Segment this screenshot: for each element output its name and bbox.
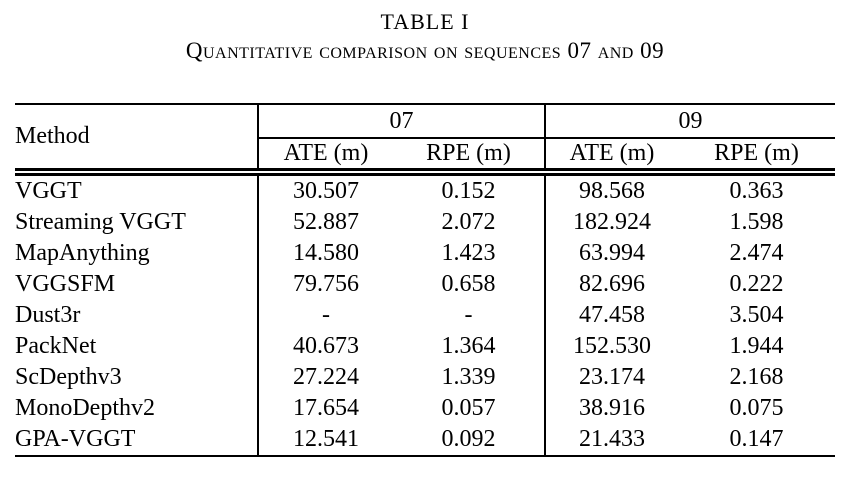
table-title: Quantitative comparison on sequences 07 … bbox=[185, 38, 665, 63]
rpe-07-value: 0.152 bbox=[441, 178, 496, 204]
method-name: Dust3r bbox=[15, 302, 81, 328]
ate-09-value: 23.174 bbox=[544, 362, 678, 393]
rpe-09-value: 2.474 bbox=[729, 240, 784, 266]
col-header-ate-07: ATE (m) bbox=[257, 138, 393, 176]
group-header-09: 09 bbox=[544, 104, 835, 139]
table-row: VGGT 30.507 0.152 98.568 0.363 bbox=[15, 172, 835, 207]
ate-07-value: 27.224 bbox=[257, 362, 393, 393]
table-row: VGGSFM 79.756 0.658 82.696 0.222 bbox=[15, 269, 835, 300]
ate-09-value: 21.433 bbox=[544, 424, 678, 456]
table-number: TABLE I bbox=[380, 9, 470, 34]
rpe-07-value: 0.092 bbox=[441, 426, 496, 452]
table-row: GPA-VGGT 12.541 0.092 21.433 0.147 bbox=[15, 424, 835, 456]
table-row: MapAnything 14.580 1.423 63.994 2.474 bbox=[15, 238, 835, 269]
ate-07-value: 14.580 bbox=[257, 238, 393, 269]
method-name: Streaming VGGT bbox=[15, 209, 186, 235]
results-table: Method 07 09 ATE (m) RPE (m) ATE (m) RPE… bbox=[15, 103, 835, 457]
ate-09-value: 47.458 bbox=[544, 300, 678, 331]
table-row: Streaming VGGT 52.887 2.072 182.924 1.59… bbox=[15, 207, 835, 238]
method-name: ScDepthv3 bbox=[15, 364, 122, 390]
rpe-07-value: 0.658 bbox=[441, 271, 496, 297]
method-name: MonoDepthv2 bbox=[15, 395, 155, 421]
ate-09-value: 63.994 bbox=[544, 238, 678, 269]
rpe-07-value: 0.057 bbox=[441, 395, 496, 421]
ate-09-value: 38.916 bbox=[544, 393, 678, 424]
table-header: Method 07 09 ATE (m) RPE (m) ATE (m) RPE… bbox=[15, 104, 835, 176]
table-row: MonoDepthv2 17.654 0.057 38.916 0.075 bbox=[15, 393, 835, 424]
rpe-07-value: 1.423 bbox=[441, 240, 496, 266]
rpe-09-value: 1.944 bbox=[729, 333, 784, 359]
method-column-header: Method bbox=[15, 104, 258, 176]
rpe-09-value: 2.168 bbox=[729, 364, 784, 390]
method-name: VGGSFM bbox=[15, 271, 116, 297]
table-row: PackNet 40.673 1.364 152.530 1.944 bbox=[15, 331, 835, 362]
ate-07-value: 52.887 bbox=[257, 207, 393, 238]
rpe-07-value: - bbox=[464, 302, 473, 328]
ate-07-value: 17.654 bbox=[257, 393, 393, 424]
col-header-ate-09: ATE (m) bbox=[544, 138, 678, 176]
method-name: GPA-VGGT bbox=[15, 426, 136, 452]
method-name: MapAnything bbox=[15, 240, 150, 266]
rpe-09-value: 0.075 bbox=[729, 395, 784, 421]
rpe-09-value: 3.504 bbox=[729, 302, 784, 328]
method-name: VGGT bbox=[15, 178, 82, 204]
ate-09-value: 98.568 bbox=[544, 172, 678, 207]
rpe-07-value: 1.339 bbox=[441, 364, 496, 390]
col-header-rpe-07: RPE (m) bbox=[393, 138, 545, 176]
ate-07-value: 40.673 bbox=[257, 331, 393, 362]
group-header-07: 07 bbox=[257, 104, 545, 139]
rpe-09-value: 1.598 bbox=[729, 209, 784, 235]
ate-07-value: 30.507 bbox=[257, 172, 393, 207]
rpe-09-value: 0.222 bbox=[729, 271, 784, 297]
ate-07-value: 79.756 bbox=[257, 269, 393, 300]
ate-09-value: 82.696 bbox=[544, 269, 678, 300]
rpe-07-value: 1.364 bbox=[441, 333, 496, 359]
rpe-07-value: 2.072 bbox=[441, 209, 496, 235]
ate-09-value: 182.924 bbox=[544, 207, 678, 238]
rpe-09-value: 0.147 bbox=[729, 426, 784, 452]
method-name: PackNet bbox=[15, 333, 97, 359]
metric-header-row: ATE (m) RPE (m) ATE (m) RPE (m) bbox=[15, 138, 835, 176]
rpe-09-value: 0.363 bbox=[729, 178, 784, 204]
ate-07-value: 12.541 bbox=[257, 424, 393, 456]
group-header-row: Method 07 09 bbox=[15, 104, 835, 176]
ate-07-value: - bbox=[257, 300, 393, 331]
table-row: ScDepthv3 27.224 1.339 23.174 2.168 bbox=[15, 362, 835, 393]
table-caption: TABLE I Quantitative comparison on seque… bbox=[15, 8, 835, 66]
table-row: Dust3r - - 47.458 3.504 bbox=[15, 300, 835, 331]
col-header-rpe-09: RPE (m) bbox=[678, 138, 835, 176]
table-body: VGGT 30.507 0.152 98.568 0.363 Streaming… bbox=[15, 172, 835, 456]
ate-09-value: 152.530 bbox=[544, 331, 678, 362]
